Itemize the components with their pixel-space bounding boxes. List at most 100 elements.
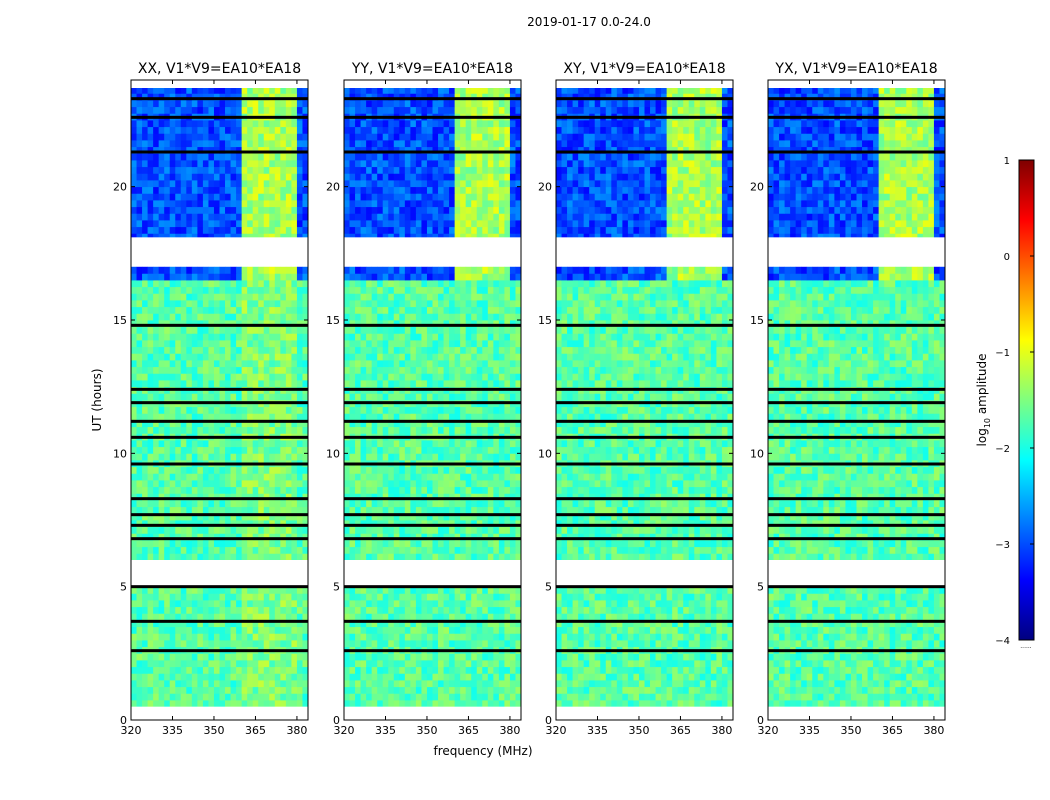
heatmap-cell [291, 586, 298, 594]
heatmap-cell [230, 380, 237, 388]
heatmap-cell [482, 620, 489, 628]
heatmap-cell [274, 673, 281, 681]
x-tick-label: 380 [286, 724, 307, 737]
heatmap-cell [296, 166, 303, 174]
heatmap-cell [230, 586, 237, 594]
heatmap-cell [382, 473, 389, 481]
heatmap-cell [296, 613, 303, 621]
heatmap-cell [410, 653, 417, 661]
heatmap-cell [471, 693, 478, 701]
heatmap-cell [186, 186, 193, 194]
heatmap-cell [509, 333, 516, 341]
heatmap-cell [393, 586, 400, 594]
heatmap-cell [482, 440, 489, 448]
heatmap-cell [175, 280, 182, 288]
heatmap-cell [269, 220, 276, 228]
heatmap-cell [136, 633, 143, 641]
heatmap-cell [252, 500, 259, 508]
heatmap-cell [498, 613, 505, 621]
heatmap-cell [230, 213, 237, 221]
heatmap-cell [285, 300, 292, 308]
heatmap-cell [482, 493, 489, 501]
heatmap-cell [208, 280, 215, 288]
heatmap-cell [432, 680, 439, 688]
heatmap-cell [175, 473, 182, 481]
heatmap-cell [136, 140, 143, 148]
heatmap-cell [498, 593, 505, 601]
heatmap-cell [285, 480, 292, 488]
heatmap-cell [487, 486, 494, 494]
heatmap-cell [147, 160, 154, 168]
heatmap-cell [421, 426, 428, 434]
heatmap-cell [432, 280, 439, 288]
heatmap-cell [291, 340, 298, 348]
heatmap-cell [208, 606, 215, 614]
heatmap-cell [191, 360, 198, 368]
heatmap-cell [274, 120, 281, 128]
heatmap-cell [285, 153, 292, 161]
heatmap-cell [180, 220, 187, 228]
heatmap-cell [449, 340, 456, 348]
heatmap-cell [377, 606, 384, 614]
heatmap-cell [388, 293, 395, 301]
heatmap-cell [371, 380, 378, 388]
heatmap-cell [247, 380, 254, 388]
heatmap-cell [252, 620, 259, 628]
heatmap-cell [382, 346, 389, 354]
heatmap-cell [258, 220, 265, 228]
heatmap-cell [366, 373, 373, 381]
heatmap-cell [153, 366, 160, 374]
heatmap-cell [241, 206, 248, 214]
heatmap-cell [202, 586, 209, 594]
heatmap-cell [136, 446, 143, 454]
heatmap-cell [302, 586, 309, 594]
heatmap-cell [153, 473, 160, 481]
heatmap-cell [230, 173, 237, 181]
heatmap-cell [164, 506, 171, 514]
heatmap-cell [371, 280, 378, 288]
heatmap-cell [191, 466, 198, 474]
heatmap-cell [236, 160, 243, 168]
heatmap-cell [449, 446, 456, 454]
heatmap-cell [443, 640, 450, 648]
heatmap-cell [366, 493, 373, 501]
heatmap-cell [175, 480, 182, 488]
heatmap-cell [449, 346, 456, 354]
heatmap-cell [136, 313, 143, 321]
no-data-band [131, 706, 308, 720]
heatmap-cell [169, 366, 176, 374]
heatmap-cell [169, 593, 176, 601]
heatmap-cell [393, 426, 400, 434]
heatmap-cell [296, 633, 303, 641]
heatmap-cell [208, 380, 215, 388]
heatmap-cell [371, 520, 378, 528]
heatmap-cell [169, 346, 176, 354]
heatmap-cell [175, 593, 182, 601]
heatmap-cell [291, 426, 298, 434]
heatmap-cell [230, 426, 237, 434]
heatmap-cell [291, 226, 298, 234]
heatmap-cell [225, 266, 231, 274]
heatmap-cell [426, 506, 433, 514]
heatmap-cell [274, 166, 281, 174]
heatmap-cell [247, 673, 254, 681]
heatmap-cell [269, 653, 276, 661]
heatmap-cell [258, 153, 265, 161]
heatmap-cell [252, 506, 259, 514]
heatmap-cell [219, 306, 226, 314]
heatmap-cell [186, 373, 193, 381]
heatmap-cell [164, 600, 171, 608]
heatmap-cell [274, 160, 281, 168]
heatmap-cell [213, 126, 220, 134]
heatmap-cell [404, 686, 411, 694]
heatmap-cell [258, 226, 265, 234]
heatmap-cell [443, 653, 450, 661]
heatmap-cell [291, 673, 298, 681]
heatmap-cell [493, 333, 500, 341]
heatmap-cell [197, 133, 204, 141]
heatmap-cell [443, 633, 450, 641]
heatmap-cell [302, 266, 309, 274]
heatmap-cell [219, 653, 226, 661]
heatmap-cell [169, 700, 176, 708]
heatmap-cell [202, 153, 209, 161]
